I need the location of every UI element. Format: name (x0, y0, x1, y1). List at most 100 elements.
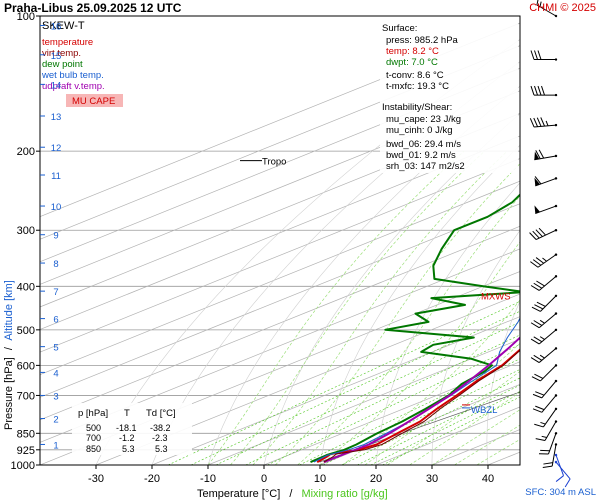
wind-barb-staff (538, 329, 557, 345)
wind-barb-flag (534, 50, 538, 60)
lcl-guide-line (319, 391, 520, 463)
wind-barb-base (554, 328, 558, 332)
wind-barb-half-flag (539, 319, 545, 324)
wind-barb-half-flag (539, 336, 545, 340)
wind-barb-flag (530, 50, 535, 60)
plot-border (39, 15, 521, 466)
wind-barb-base (554, 379, 558, 383)
wind-barb-half-flag (539, 354, 545, 359)
wind-barb-base (554, 229, 558, 232)
wind-barb-flag (531, 376, 541, 382)
wind-barb-flag (533, 336, 543, 343)
wind-barb-flag (564, 478, 571, 488)
wind-barb-flag (538, 227, 546, 236)
isotherm-line (40, 158, 520, 353)
wind-barb (554, 460, 571, 488)
x-axis-label-sep: / (289, 488, 293, 500)
wind-barb-flag (533, 320, 543, 326)
wind-barb (529, 117, 558, 128)
moist-adiabat-line (230, 150, 485, 465)
moist-adiabat-line (476, 439, 520, 465)
isotherm-line (319, 383, 520, 465)
legend-virt-temp: virt.temp. (42, 48, 81, 59)
isotherm-line (40, 203, 520, 398)
wind-barb-base (554, 460, 558, 464)
table-header-p: p [hPa] (78, 408, 108, 419)
isotherm-line (151, 316, 520, 465)
instability-bwd06: bwd_06: 29.4 m/s (386, 139, 461, 150)
wind-barb (530, 312, 558, 329)
temperature-tick-label: -20 (144, 473, 160, 485)
mu-cape-label: MU CAPE (72, 96, 115, 107)
wind-barb-base (554, 275, 558, 278)
wind-barb-flag (538, 149, 545, 159)
wind-barb-flag (537, 50, 542, 60)
wind-barb (534, 204, 558, 215)
pressure-tick-label: 100 (17, 11, 35, 23)
wind-barb (534, 149, 558, 161)
wind-barb-flag (536, 301, 546, 307)
mixing-ratio-label: 1 (550, 291, 555, 301)
svg-text:Pressure [hPa] / A: Pressure [hPa] / Altitude [km] (3, 280, 15, 430)
altitude-tick-label: 10 (51, 202, 62, 213)
moist-adiabat-line (297, 195, 520, 465)
wind-barb-staff (538, 275, 557, 291)
wind-barb-flag (535, 229, 543, 237)
series-udpraft-v-temp (323, 336, 520, 464)
moist-adiabat-line (454, 424, 520, 465)
altitude-tick-label: 8 (53, 259, 58, 270)
instability-mu-cape: mu_cape: 23 J/kg (386, 114, 461, 125)
wind-barb (530, 50, 558, 61)
wind-barb-base (554, 123, 558, 127)
wind-barb-staff (536, 4, 557, 17)
wind-barb-flag (530, 338, 540, 345)
moist-adiabat-line (319, 241, 520, 465)
wind-barb-half-flag (540, 421, 546, 425)
level-table: p [hPa] T Td [°C] 500 -18.1 -38.2 700 -1… (72, 403, 192, 455)
surface-press: press: 985.2 hPa (386, 35, 459, 46)
mixing-ratio-line (215, 321, 520, 465)
x-axis-label-mixing: Mixing ratio [g/kg] (301, 488, 387, 500)
moist-adiabat-line (409, 391, 520, 465)
wind-barb-flag (530, 261, 539, 268)
surface-panel: Surface: press: 985.2 hPa temp: 8.2 °C d… (380, 18, 518, 173)
pressure-tick-label: 600 (17, 360, 35, 372)
wind-barb-base (554, 154, 558, 158)
wind-barb-flag (530, 357, 540, 363)
wind-barb-flag (536, 0, 540, 6)
wind-barb-staff (541, 380, 557, 399)
mixing-ratio-label: 1.4 (567, 291, 580, 301)
isotherm-line (40, 271, 520, 465)
table-cell: -18.1 (116, 423, 137, 433)
sfc-label: SFC: 304 m ASL (525, 487, 596, 498)
series-dew-point (310, 193, 520, 464)
surface-dwpt: dwpt: 7.0 °C (386, 57, 438, 68)
wind-barb-base (554, 93, 558, 97)
tropopause-marker: Tropo (240, 157, 286, 168)
x-axis-title: Temperature [°C] / Mixing ratio [g/kg] (197, 488, 388, 500)
chart-title: SKEW-T (42, 20, 85, 32)
wind-barb-pennant (534, 151, 540, 160)
mixing-ratio-label: 2 (594, 291, 599, 301)
y-axis-label-sep: / (3, 346, 15, 350)
wbzl-marker: WBZL (462, 404, 497, 416)
pressure-tick-label: 500 (17, 325, 35, 337)
wind-barb-base (554, 364, 558, 367)
isotherm-line (40, 22, 520, 217)
surface-temp: temp: 8.2 °C (386, 46, 439, 57)
isotherm-line (40, 113, 520, 308)
pressure-tick-label: 850 (17, 428, 35, 440)
isotherm-line (95, 293, 520, 465)
plot-frame (39, 15, 521, 466)
wind-barb-flag (535, 405, 545, 411)
wind-barb-half-flag (539, 1, 542, 7)
isotherm-line (544, 16, 600, 465)
pressure-tick-label: 200 (17, 146, 35, 158)
wind-barb-flag (534, 304, 544, 310)
wind-barb-flag (533, 117, 539, 127)
mixing-ratio-lines: 11.42346810121416 (167, 150, 599, 465)
dry-adiabat-line (319, 144, 520, 465)
series-temperature (316, 348, 520, 463)
axes: 1002003004005006007008509251000123456789… (11, 11, 495, 485)
